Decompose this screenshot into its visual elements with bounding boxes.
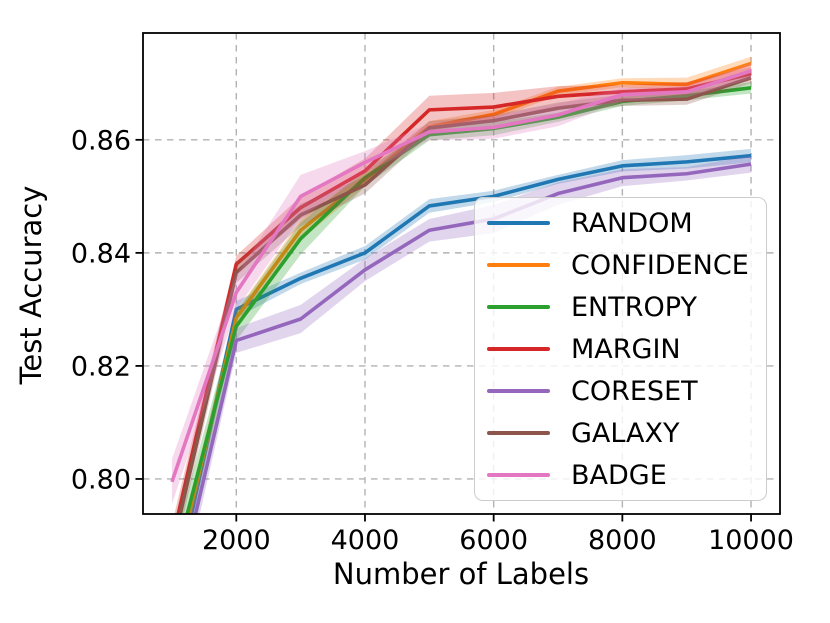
x-tick-label: 6000 (459, 525, 528, 556)
y-tick-label: 0.82 (71, 351, 131, 382)
legend-item-confidence: CONFIDENCE (487, 245, 766, 285)
legend-label: ENTROPY (571, 291, 697, 323)
legend-label: CONFIDENCE (571, 249, 749, 281)
series-line-coreset (193, 162, 752, 514)
tick-labels: 2000 4000 6000 8000 10000 0.80 0.82 0.84 0.86 (71, 125, 794, 556)
legend-line-sample (487, 262, 550, 268)
legend-item-badge: BADGE (487, 455, 766, 495)
error-band-badge (171, 62, 752, 505)
series-line-random (189, 153, 752, 514)
plot-frame (142, 32, 781, 515)
legend-label: RANDOM (571, 207, 693, 239)
legend-line-sample (487, 220, 550, 226)
legend-line-sample (487, 346, 550, 352)
y-axis-label: Test Accuracy (14, 186, 48, 386)
legend-line-sample (487, 388, 550, 394)
x-axis-label: Number of Labels (333, 557, 589, 591)
y-tick-label: 0.80 (71, 464, 131, 495)
x-tick-label: 2000 (202, 525, 271, 556)
legend-item-entropy: ENTROPY (487, 287, 766, 327)
legend-item-random: RANDOM (487, 203, 766, 243)
legend-line-sample (487, 472, 550, 478)
legend-label: BADGE (571, 459, 667, 491)
y-tick-label: 0.84 (71, 238, 131, 269)
x-tick-label: 8000 (588, 525, 657, 556)
x-tick-label: 10000 (708, 525, 794, 556)
legend-line-sample (487, 430, 550, 436)
legend-line-sample (487, 304, 550, 310)
legend-item-margin: MARGIN (487, 329, 766, 369)
legend-label: MARGIN (571, 333, 681, 365)
x-tick-label: 4000 (331, 525, 400, 556)
legend-item-galaxy: GALAXY (487, 413, 766, 453)
axis-ticks (135, 138, 752, 522)
legend-label: GALAXY (571, 417, 680, 449)
legend-label: CORESET (571, 375, 698, 407)
legend-item-coreset: CORESET (487, 371, 766, 411)
data-series-layer (170, 56, 752, 514)
error-band-coreset (190, 155, 752, 514)
series-line-confidence (187, 61, 752, 514)
legend: RANDOM CONFIDENCE ENTROPY MARGIN CORESET GALA… (474, 197, 767, 501)
series-line-margin (176, 71, 752, 514)
series-line-badge (170, 69, 752, 483)
y-tick-label: 0.86 (71, 125, 131, 156)
